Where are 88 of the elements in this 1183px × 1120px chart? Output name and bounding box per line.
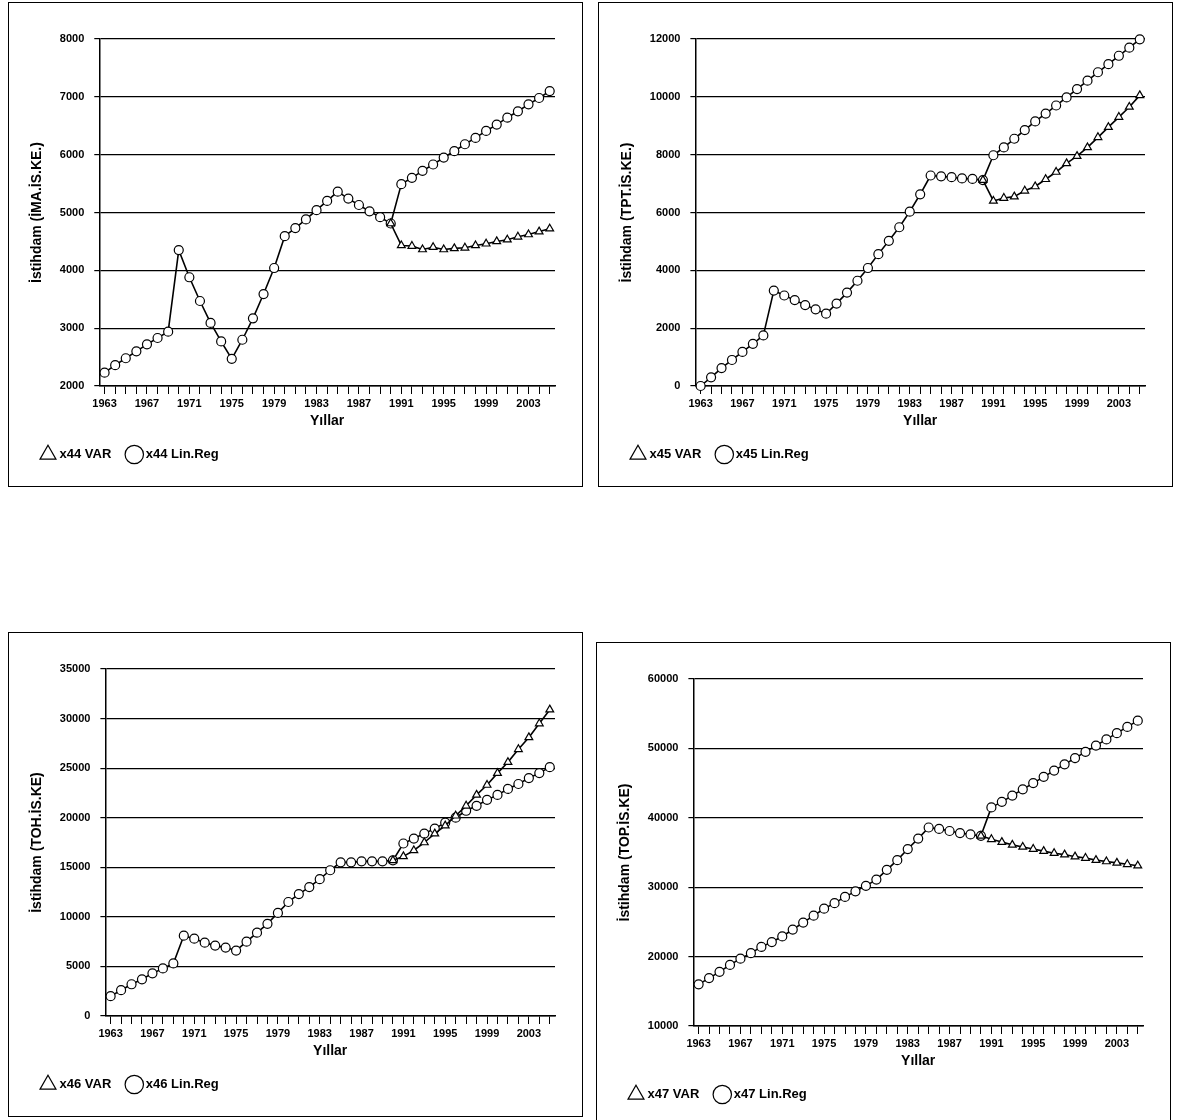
x-tick-label: 1979 [853,1036,879,1049]
x-tick-label: 1983 [895,1036,920,1049]
x-tick-label: 2003 [516,1026,542,1039]
y-tick-label: 25000 [59,761,91,774]
x-tick-label: 1967 [140,1026,165,1039]
y-tick-label: 5000 [59,205,85,218]
legend-label: x46 Lin.Reg [145,1076,219,1092]
x-tick-label: 1971 [177,396,202,409]
y-tick-label: 10000 [649,89,681,102]
y-tick-label: 0 [84,1009,91,1022]
x-tick-label: 1999 [473,396,499,409]
x-tick-label: 2003 [1106,396,1132,409]
y-tick-label: 12000 [649,32,681,45]
x-tick-label: 1991 [981,396,1006,409]
x-tick-label: 1983 [304,396,329,409]
x-axis-title: Yıllar [903,412,938,429]
legend-label: x45 VAR [649,446,702,462]
y-tick-label: 4000 [655,263,681,276]
x-axis-title: Yıllar [901,1052,936,1069]
x-tick-label: 1983 [897,396,922,409]
x-tick-label: 1987 [939,396,964,409]
x-tick-label: 1967 [728,1036,753,1049]
x-tick-label: 1975 [813,396,839,409]
y-tick-label: 60000 [647,672,679,685]
x-tick-label: 1975 [811,1036,837,1049]
x-tick-label: 1975 [219,396,244,409]
x-tick-label: 1967 [730,396,755,409]
y-tick-label: 10000 [59,909,91,922]
x-tick-label: 1987 [349,1026,374,1039]
x-axis-title: Yıllar [313,1042,348,1059]
x-tick-label: 2003 [516,396,541,409]
x-tick-label: 1979 [855,396,881,409]
x-tick-label: 1979 [261,396,287,409]
x-tick-label: 1987 [937,1036,962,1049]
x-tick-label: 1999 [474,1026,500,1039]
x-tick-label: 1975 [223,1026,249,1039]
x-tick-label: 1971 [770,1036,795,1049]
x-tick-label: 1963 [686,1036,711,1049]
y-tick-label: 0 [674,379,681,392]
y-tick-label: 20000 [647,949,679,962]
y-axis-title: İstihdam (İMA.İS.KE.) [28,142,45,283]
y-tick-label: 6000 [655,205,681,218]
y-tick-label: 30000 [59,711,91,724]
x-tick-label: 1999 [1064,396,1090,409]
y-tick-label: 3000 [59,321,85,334]
y-tick-label: 8000 [655,147,681,160]
y-tick-label: 10000 [647,1019,679,1032]
x-tick-label: 1979 [265,1026,291,1039]
y-axis-title: İstihdam (TOP.İS.KE) [616,783,633,922]
x-tick-label: 1995 [1022,396,1048,409]
x-tick-label: 1963 [98,1026,123,1039]
y-axis-title: İstihdam (TOH.İS.KE) [28,772,45,913]
y-tick-label: 30000 [647,880,679,893]
y-tick-label: 4000 [59,263,85,276]
x-tick-label: 1991 [389,396,414,409]
legend-label: x44 VAR [59,446,112,462]
x-tick-label: 1971 [772,396,797,409]
legend-label: x47 VAR [647,1086,700,1102]
legend-label: x46 VAR [59,1076,112,1092]
y-tick-label: 40000 [647,810,679,823]
x-tick-label: 1999 [1062,1036,1088,1049]
x-tick-label: 1971 [182,1026,207,1039]
legend-label: x44 Lin.Reg [145,446,219,462]
y-tick-label: 7000 [59,89,85,102]
y-tick-label: 50000 [647,741,679,754]
y-tick-label: 2000 [655,321,681,334]
y-tick-label: 20000 [59,810,91,823]
x-tick-label: 1967 [134,396,160,409]
y-tick-label: 5000 [65,959,91,972]
legend-label: x47 Lin.Reg [733,1086,807,1102]
x-tick-label: 2003 [1104,1036,1130,1049]
x-tick-label: 1995 [431,396,456,409]
y-tick-label: 35000 [59,662,91,675]
y-tick-label: 6000 [59,147,85,160]
y-tick-label: 15000 [59,860,91,873]
y-axis-title: İstihdam (TPT.İS.KE.) [618,142,635,283]
x-tick-label: 1991 [391,1026,416,1039]
x-axis-title: Yıllar [310,412,345,429]
legend-label: x45 Lin.Reg [735,446,809,462]
y-tick-label: 8000 [59,32,85,45]
x-tick-label: 1991 [979,1036,1004,1049]
y-tick-label: 2000 [59,379,85,392]
x-tick-label: 1983 [307,1026,332,1039]
x-tick-label: 1963 [688,396,713,409]
x-tick-label: 1995 [432,1026,458,1039]
x-tick-label: 1963 [92,396,117,409]
x-tick-label: 1995 [1020,1036,1046,1049]
x-tick-label: 1987 [346,396,372,409]
